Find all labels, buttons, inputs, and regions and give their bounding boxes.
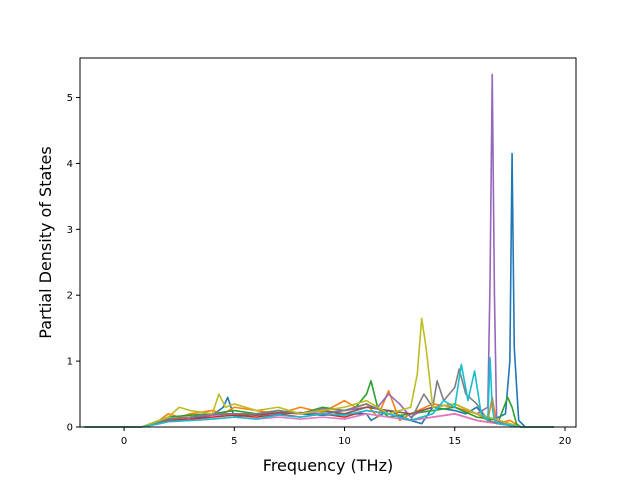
x-axis-label: Frequency (THz) <box>263 456 393 475</box>
x-tick-label: 5 <box>231 436 237 447</box>
series-line-3 <box>84 380 554 428</box>
x-tick-label: 20 <box>559 436 572 447</box>
x-tick-label: 10 <box>338 436 351 447</box>
plot-frame <box>79 57 577 428</box>
axes: 0 5 10 15 20 0 1 2 3 4 5 <box>67 93 572 447</box>
y-tick-label: 1 <box>67 357 73 368</box>
series-line-5 <box>84 73 554 428</box>
y-tick-label: 4 <box>67 159 73 170</box>
x-tick-label: 15 <box>448 436 461 447</box>
series-line-10 <box>84 357 554 428</box>
series-line-9 <box>84 317 554 428</box>
plot-background <box>80 58 576 427</box>
y-tick-label: 3 <box>67 225 73 236</box>
y-axis-label: Partial Density of States <box>36 146 55 338</box>
series-lines <box>84 73 554 428</box>
y-tick-label: 0 <box>67 423 73 434</box>
y-tick-label: 2 <box>67 291 73 302</box>
y-tick-label: 5 <box>67 93 73 104</box>
x-tick-label: 0 <box>121 436 127 447</box>
